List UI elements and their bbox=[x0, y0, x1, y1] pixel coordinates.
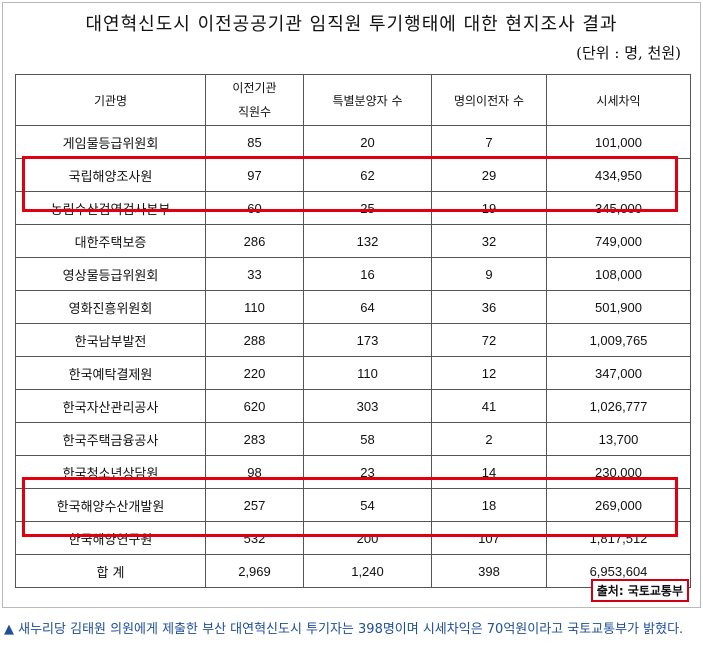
buyers-cell: 173 bbox=[303, 323, 432, 357]
header-relocated-staff-line2: 직원수 bbox=[237, 105, 272, 119]
table-row: 농림수산검역검사본부 60 25 19 345,000 bbox=[15, 191, 691, 225]
staff-cell: 620 bbox=[205, 389, 304, 423]
gain-cell: 501,900 bbox=[546, 290, 691, 324]
gain-cell: 13,700 bbox=[546, 422, 691, 456]
transfers-cell: 12 bbox=[431, 356, 547, 390]
staff-cell: 257 bbox=[205, 488, 304, 522]
table-row: 국립해양조사원 97 62 29 434,950 bbox=[15, 158, 691, 192]
table-row: 한국남부발전 288 173 72 1,009,765 bbox=[15, 323, 691, 357]
buyers-cell: 64 bbox=[303, 290, 432, 324]
gain-cell: 230,000 bbox=[546, 455, 691, 489]
agency-name-cell: 한국자산관리공사 bbox=[15, 389, 206, 423]
staff-cell: 110 bbox=[205, 290, 304, 324]
total-buyers: 1,240 bbox=[303, 554, 432, 588]
staff-cell: 283 bbox=[205, 422, 304, 456]
transfers-cell: 29 bbox=[431, 158, 547, 192]
staff-cell: 33 bbox=[205, 257, 304, 291]
unit-label: (단위 : 명, 천원) bbox=[576, 44, 681, 62]
staff-cell: 286 bbox=[205, 224, 304, 258]
buyers-cell: 200 bbox=[303, 521, 432, 555]
header-market-gain: 시세차익 bbox=[546, 74, 691, 126]
transfers-cell: 9 bbox=[431, 257, 547, 291]
buyers-cell: 23 bbox=[303, 455, 432, 489]
table-row: 한국해양수산개발원 257 54 18 269,000 bbox=[15, 488, 691, 522]
staff-cell: 60 bbox=[205, 191, 304, 225]
gain-cell: 347,000 bbox=[546, 356, 691, 390]
gain-cell: 749,000 bbox=[546, 224, 691, 258]
table-row: 게임물등급위원회 85 20 7 101,000 bbox=[15, 125, 691, 159]
staff-cell: 288 bbox=[205, 323, 304, 357]
source-label: 출처: 국토교통부 bbox=[590, 579, 689, 602]
total-staff: 2,969 bbox=[205, 554, 304, 588]
agency-name-cell: 농림수산검역검사본부 bbox=[15, 191, 206, 225]
table-row: 한국청소년상담원 98 23 14 230,000 bbox=[15, 455, 691, 489]
transfers-cell: 36 bbox=[431, 290, 547, 324]
agency-name-cell: 한국예탁결제원 bbox=[15, 356, 206, 390]
header-relocated-staff-line1: 이전기관 bbox=[232, 81, 277, 95]
agency-name-cell: 영상물등급위원회 bbox=[15, 257, 206, 291]
table-header-row: 기관명 이전기관 직원수 특별분양자 수 명의이전자 수 시세차익 bbox=[15, 74, 691, 126]
buyers-cell: 20 bbox=[303, 125, 432, 159]
gain-cell: 101,000 bbox=[546, 125, 691, 159]
buyers-cell: 54 bbox=[303, 488, 432, 522]
staff-cell: 85 bbox=[205, 125, 304, 159]
table-row: 한국주택금융공사 283 58 2 13,700 bbox=[15, 422, 691, 456]
agency-name-cell: 한국청소년상담원 bbox=[15, 455, 206, 489]
page-title: 대연혁신도시 이전공공기관 임직원 투기행태에 대한 현지조사 결과 bbox=[85, 14, 618, 35]
agency-name-cell: 한국해양수산개발원 bbox=[15, 488, 206, 522]
agency-name-cell: 게임물등급위원회 bbox=[15, 125, 206, 159]
staff-cell: 532 bbox=[205, 521, 304, 555]
buyers-cell: 58 bbox=[303, 422, 432, 456]
agency-name-cell: 국립해양조사원 bbox=[15, 158, 206, 192]
staff-cell: 98 bbox=[205, 455, 304, 489]
table-row: 한국자산관리공사 620 303 41 1,026,777 bbox=[15, 389, 691, 423]
triangle-marker-icon: ▲ bbox=[4, 622, 14, 637]
agency-name-cell: 한국해양연구원 bbox=[15, 521, 206, 555]
header-name-transfers: 명의이전자 수 bbox=[431, 74, 547, 126]
transfers-cell: 72 bbox=[431, 323, 547, 357]
transfers-cell: 32 bbox=[431, 224, 547, 258]
agency-name-cell: 한국남부발전 bbox=[15, 323, 206, 357]
agency-name-cell: 대한주택보증 bbox=[15, 224, 206, 258]
staff-cell: 220 bbox=[205, 356, 304, 390]
table-row: 영상물등급위원회 33 16 9 108,000 bbox=[15, 257, 691, 291]
gain-cell: 1,009,765 bbox=[546, 323, 691, 357]
staff-cell: 97 bbox=[205, 158, 304, 192]
transfers-cell: 19 bbox=[431, 191, 547, 225]
transfers-cell: 14 bbox=[431, 455, 547, 489]
agency-name-cell: 영화진흥위원회 bbox=[15, 290, 206, 324]
gain-cell: 345,000 bbox=[546, 191, 691, 225]
transfers-cell: 107 bbox=[431, 521, 547, 555]
buyers-cell: 25 bbox=[303, 191, 432, 225]
gain-cell: 108,000 bbox=[546, 257, 691, 291]
transfers-cell: 7 bbox=[431, 125, 547, 159]
buyers-cell: 110 bbox=[303, 356, 432, 390]
buyers-cell: 132 bbox=[303, 224, 432, 258]
table-row: 한국예탁결제원 220 110 12 347,000 bbox=[15, 356, 691, 390]
table-row: 대한주택보증 286 132 32 749,000 bbox=[15, 224, 691, 258]
buyers-cell: 16 bbox=[303, 257, 432, 291]
buyers-cell: 303 bbox=[303, 389, 432, 423]
header-relocated-staff: 이전기관 직원수 bbox=[205, 74, 304, 126]
transfers-cell: 18 bbox=[431, 488, 547, 522]
caption-text: 새누리당 김태원 의원에게 제출한 부산 대연혁신도시 투기자는 398명이며 … bbox=[18, 622, 684, 637]
total-label: 합 계 bbox=[15, 554, 206, 588]
table-row: 한국해양연구원 532 200 107 1,817,512 bbox=[15, 521, 691, 555]
table-total-row: 합 계 2,969 1,240 398 6,953,604 bbox=[15, 554, 691, 588]
total-transfers: 398 bbox=[431, 554, 547, 588]
gain-cell: 434,950 bbox=[546, 158, 691, 192]
buyers-cell: 62 bbox=[303, 158, 432, 192]
transfers-cell: 41 bbox=[431, 389, 547, 423]
header-agency-name: 기관명 bbox=[15, 74, 206, 126]
gain-cell: 1,817,512 bbox=[546, 521, 691, 555]
gain-cell: 1,026,777 bbox=[546, 389, 691, 423]
header-special-buyers: 특별분양자 수 bbox=[303, 74, 432, 126]
transfers-cell: 2 bbox=[431, 422, 547, 456]
agency-name-cell: 한국주택금융공사 bbox=[15, 422, 206, 456]
photo-caption: ▲ 새누리당 김태원 의원에게 제출한 부산 대연혁신도시 투기자는 398명이… bbox=[4, 621, 699, 639]
gain-cell: 269,000 bbox=[546, 488, 691, 522]
table-row: 영화진흥위원회 110 64 36 501,900 bbox=[15, 290, 691, 324]
investigation-table: 기관명 이전기관 직원수 특별분양자 수 명의이전자 수 시세차익 게임물등급위… bbox=[15, 74, 691, 588]
